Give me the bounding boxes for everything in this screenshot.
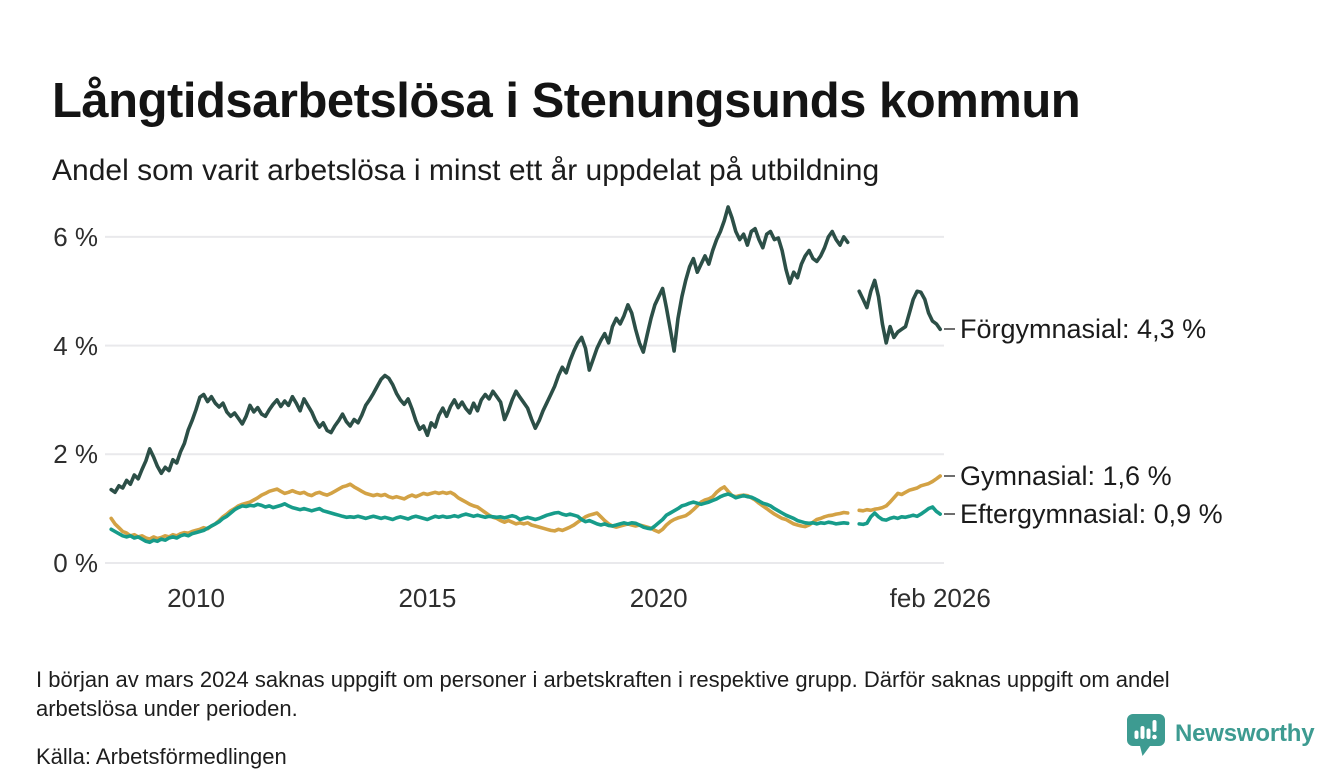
plot-canvas bbox=[105, 205, 944, 564]
label-tick-dash bbox=[944, 328, 955, 331]
y-tick-2: 2 % bbox=[53, 439, 98, 470]
x-tick-2015: 2015 bbox=[398, 583, 457, 613]
line-chart: 6 % 4 % 2 % 0 % 2010 2015 2020 feb 2026 … bbox=[0, 180, 1340, 640]
x-tick-2010: 2010 bbox=[167, 583, 225, 613]
y-tick-6: 6 % bbox=[53, 221, 98, 252]
y-tick-4: 4 % bbox=[53, 330, 98, 361]
chart-footnote: I början av mars 2024 saknas uppgift om … bbox=[36, 667, 1170, 721]
newsworthy-bubble-icon bbox=[1127, 714, 1165, 756]
x-tick-feb-2026: feb 2026 bbox=[889, 583, 991, 613]
source-attribution: Källa: Arbetsförmedlingen bbox=[36, 744, 287, 769]
series-label-text: Förgymnasial: 4,3 % bbox=[960, 313, 1207, 344]
series-label-eftergymnasial: Eftergymnasial: 0,9 % bbox=[944, 496, 1223, 532]
series-line-eftergymnasial bbox=[109, 492, 942, 545]
newsworthy-logo: Newsworthy bbox=[1126, 713, 1315, 758]
y-tick-0: 0 % bbox=[53, 548, 98, 578]
series-label-forgymnasial: Förgymnasial: 4,3 % bbox=[944, 311, 1206, 347]
series-label-gymnasial: Gymnasial: 1,6 % bbox=[944, 458, 1172, 494]
page-title: Långtidsarbetslösa i Stenungsunds kommun bbox=[52, 73, 1081, 128]
series-line-förgymnasial bbox=[109, 205, 942, 495]
newsworthy-wordmark: Newsworthy bbox=[1175, 720, 1315, 747]
x-tick-2020: 2020 bbox=[629, 583, 688, 613]
label-tick-dash bbox=[944, 513, 955, 516]
label-tick-dash bbox=[944, 475, 955, 478]
series-label-text: Gymnasial: 1,6 % bbox=[960, 460, 1172, 491]
page-subtitle: Andel som varit arbetslösa i minst ett å… bbox=[52, 154, 880, 187]
series-label-text: Eftergymnasial: 0,9 % bbox=[960, 498, 1223, 529]
